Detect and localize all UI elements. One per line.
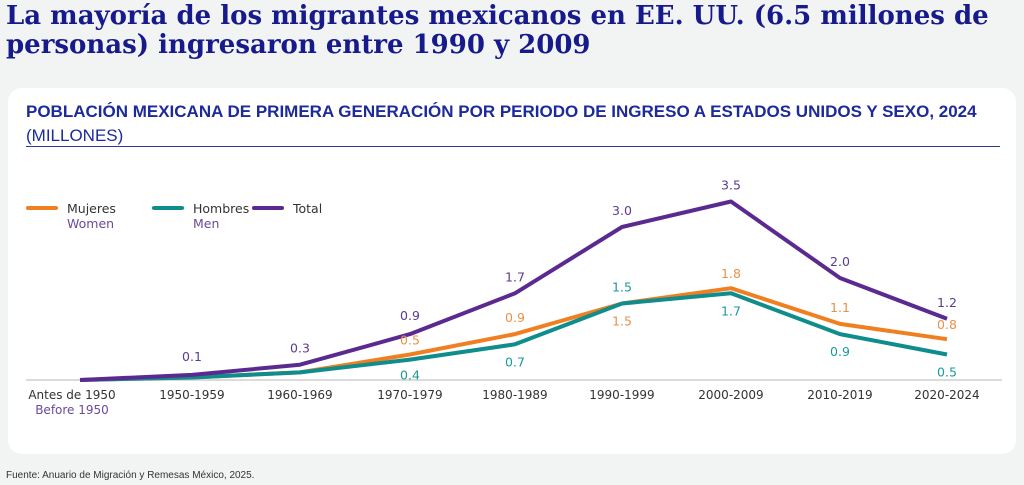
x-tick-label: 1980-1989 bbox=[482, 388, 547, 402]
series-line-total bbox=[79, 199, 948, 382]
data-label: 0.9 bbox=[830, 344, 850, 359]
data-label: 3.0 bbox=[612, 203, 632, 218]
chart-unit: (MILLONES) bbox=[26, 126, 124, 145]
data-label: 0.9 bbox=[505, 310, 525, 325]
data-label: 1.1 bbox=[830, 300, 850, 315]
data-label: 0.5 bbox=[937, 365, 957, 380]
data-label: 1.5 bbox=[612, 280, 632, 295]
x-tick-label: Antes de 1950 bbox=[28, 388, 115, 402]
x-tick-label: 1960-1969 bbox=[267, 388, 332, 402]
chart-title-text: POBLACIÓN MEXICANA DE PRIMERA GENERACIÓN… bbox=[26, 102, 977, 121]
data-label: 0.1 bbox=[182, 349, 202, 364]
x-tick-label: 2010-2019 bbox=[807, 388, 872, 402]
data-label: 1.8 bbox=[721, 266, 741, 281]
data-label: 1.7 bbox=[721, 303, 741, 318]
legend-sublabel: Men bbox=[193, 216, 219, 231]
data-label: 1.5 bbox=[612, 314, 632, 329]
data-label: 0.9 bbox=[400, 308, 420, 323]
data-label: 0.5 bbox=[400, 333, 420, 348]
x-tick-label: 1990-1999 bbox=[589, 388, 654, 402]
series-line-hombres bbox=[79, 291, 948, 382]
data-label: 0.7 bbox=[505, 354, 525, 369]
legend-label: Total bbox=[292, 201, 322, 216]
data-label: 0.4 bbox=[400, 368, 420, 383]
x-tick-label: 2000-2009 bbox=[698, 388, 763, 402]
legend-label: Mujeres bbox=[67, 201, 116, 216]
title-rule bbox=[26, 146, 1000, 147]
data-label: 1.7 bbox=[505, 269, 525, 284]
data-label: 2.0 bbox=[830, 254, 850, 269]
data-label: 0.3 bbox=[290, 341, 310, 356]
x-tick-label: 1970-1979 bbox=[377, 388, 442, 402]
x-tick-label: 1950-1959 bbox=[159, 388, 224, 402]
legend-label: Hombres bbox=[193, 201, 249, 216]
chart-title: POBLACIÓN MEXICANA DE PRIMERA GENERACIÓN… bbox=[26, 100, 1006, 148]
x-tick-sublabel: Before 1950 bbox=[35, 403, 109, 417]
legend-sublabel: Women bbox=[67, 216, 114, 231]
chart-card bbox=[8, 88, 1016, 454]
x-tick-label: 2020-2024 bbox=[914, 388, 979, 402]
headline: La mayoría de los migrantes mexicanos en… bbox=[6, 1, 989, 60]
data-label: 1.2 bbox=[937, 295, 957, 310]
data-label: 0.8 bbox=[937, 317, 957, 332]
data-label: 3.5 bbox=[721, 178, 741, 193]
source-note: Fuente: Anuario de Migración y Remesas M… bbox=[6, 470, 255, 481]
